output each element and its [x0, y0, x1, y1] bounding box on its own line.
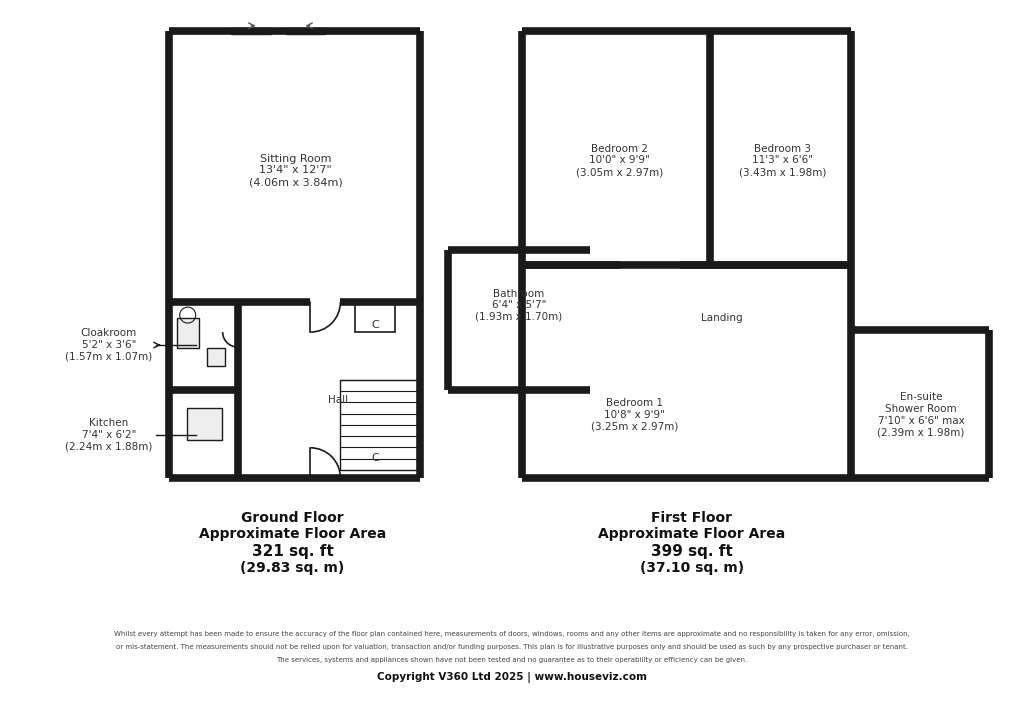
Text: 321 sq. ft: 321 sq. ft: [252, 544, 334, 559]
Text: 399 sq. ft: 399 sq. ft: [650, 544, 732, 559]
Text: Kitchen
7'4" x 6'2"
(2.24m x 1.88m): Kitchen 7'4" x 6'2" (2.24m x 1.88m): [66, 418, 153, 451]
Bar: [340, 380, 420, 470]
Text: (29.83 sq. m): (29.83 sq. m): [241, 560, 345, 575]
Text: Approximate Floor Area: Approximate Floor Area: [598, 526, 785, 541]
Text: or mis-statement. The measurements should not be relied upon for valuation, tran: or mis-statement. The measurements shoul…: [116, 644, 908, 651]
Text: C: C: [372, 320, 379, 330]
Bar: [177, 318, 199, 348]
Text: En-suite
Shower Room
7'10" x 6'6" max
(2.39m x 1.98m): En-suite Shower Room 7'10" x 6'6" max (2…: [878, 393, 965, 437]
Text: Hall: Hall: [329, 395, 348, 405]
Text: C: C: [372, 453, 379, 463]
Text: Landing: Landing: [700, 313, 742, 323]
Text: Whilst every attempt has been made to ensure the accuracy of the floor plan cont: Whilst every attempt has been made to en…: [114, 631, 910, 638]
Bar: [207, 348, 224, 366]
Text: Bedroom 3
11'3" x 6'6"
(3.43m x 1.98m): Bedroom 3 11'3" x 6'6" (3.43m x 1.98m): [738, 144, 826, 177]
Bar: [355, 302, 395, 332]
Bar: [186, 408, 221, 440]
Text: The services, systems and appliances shown have not been tested and no guarantee: The services, systems and appliances sho…: [276, 657, 748, 663]
Text: Bedroom 1
10'8" x 9'9"
(3.25m x 2.97m): Bedroom 1 10'8" x 9'9" (3.25m x 2.97m): [591, 398, 679, 432]
Text: Bedroom 2
10'0" x 9'9"
(3.05m x 2.97m): Bedroom 2 10'0" x 9'9" (3.05m x 2.97m): [577, 144, 664, 177]
Text: Sitting Room
13'4" x 12'7"
(4.06m x 3.84m): Sitting Room 13'4" x 12'7" (4.06m x 3.84…: [249, 154, 342, 187]
Bar: [355, 440, 395, 470]
Text: Approximate Floor Area: Approximate Floor Area: [199, 526, 386, 541]
Bar: [230, 27, 270, 34]
Text: Ground Floor: Ground Floor: [242, 510, 344, 525]
Text: Copyright V360 Ltd 2025 | www.houseviz.com: Copyright V360 Ltd 2025 | www.houseviz.c…: [377, 672, 647, 683]
Text: First Floor: First Floor: [651, 510, 732, 525]
Text: (37.10 sq. m): (37.10 sq. m): [640, 560, 743, 575]
Text: Cloakroom
5'2" x 3'6"
(1.57m x 1.07m): Cloakroom 5'2" x 3'6" (1.57m x 1.07m): [66, 328, 153, 362]
Text: Bathroom
6'4" x 5'7"
(1.93m x 1.70m): Bathroom 6'4" x 5'7" (1.93m x 1.70m): [475, 288, 562, 322]
Bar: [286, 27, 326, 34]
